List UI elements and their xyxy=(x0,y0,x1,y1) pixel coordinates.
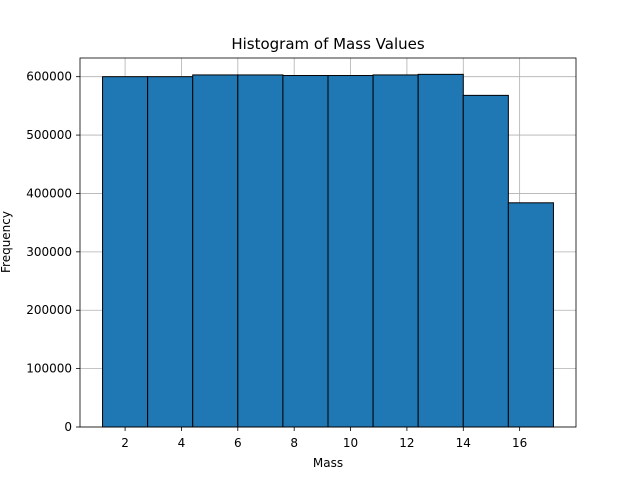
x-tick-label: 6 xyxy=(234,436,242,450)
histogram-bar xyxy=(102,76,149,428)
y-tick-label: 0 xyxy=(64,420,72,434)
histogram-bar xyxy=(462,94,509,428)
y-tick-label: 100000 xyxy=(26,362,72,376)
x-axis-label: Mass xyxy=(313,456,343,470)
x-tick-label: 2 xyxy=(121,436,129,450)
x-tick-label: 10 xyxy=(343,436,358,450)
histogram-bar xyxy=(507,202,554,428)
histogram-bar xyxy=(192,74,239,428)
x-tick-label: 16 xyxy=(512,436,527,450)
chart-title: Histogram of Mass Values xyxy=(231,35,425,53)
plot-frame xyxy=(79,57,577,428)
y-axis-label: Frequency xyxy=(0,211,13,273)
histogram-bar xyxy=(282,75,329,428)
y-ticks: 0 100000 200000 300000 400000 500000 600000 xyxy=(26,70,80,434)
x-ticks: 2 4 6 8 10 12 14 16 xyxy=(121,427,527,450)
x-tick-label: 8 xyxy=(290,436,298,450)
x-tick-label: 14 xyxy=(456,436,471,450)
bars xyxy=(102,73,554,428)
histogram-bar xyxy=(372,74,419,428)
histogram-bar xyxy=(417,73,464,428)
y-tick-label: 200000 xyxy=(26,303,72,317)
x-tick-label: 12 xyxy=(399,436,414,450)
histogram-bar xyxy=(147,76,194,428)
y-tick-label: 600000 xyxy=(26,70,72,84)
y-tick-label: 500000 xyxy=(26,128,72,142)
y-tick-label: 400000 xyxy=(26,186,72,200)
y-tick-label: 300000 xyxy=(26,245,72,259)
x-tick-label: 4 xyxy=(178,436,186,450)
histogram-bar xyxy=(237,74,284,428)
histogram-bar xyxy=(327,75,374,428)
